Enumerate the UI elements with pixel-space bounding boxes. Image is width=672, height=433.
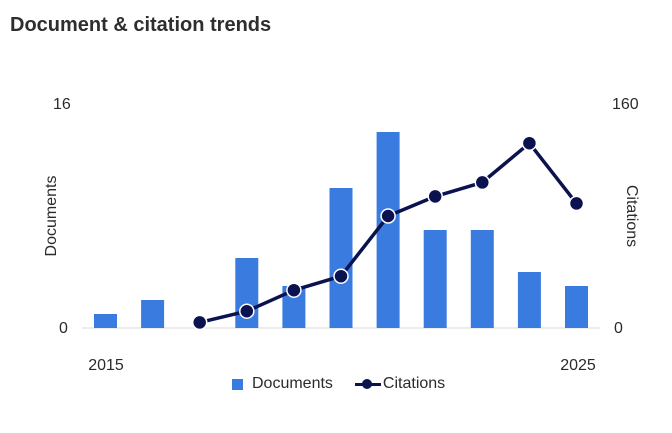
documents-bar-2021[interactable] (376, 132, 400, 328)
right-axis-title: Citations (623, 185, 640, 247)
x-tick-label-last: 2025 (560, 357, 596, 374)
documents-bar-2015[interactable] (94, 314, 117, 328)
documents-bar-2019[interactable] (282, 286, 306, 328)
legend-bar-swatch (232, 378, 243, 390)
citations-point-2017[interactable] (191, 314, 208, 331)
citations-point-2022[interactable] (427, 188, 443, 205)
right-axis-min-label: 0 (614, 320, 623, 337)
legend-item-documents[interactable]: Documents (232, 375, 333, 393)
chart-title: Document & citation trends (10, 14, 272, 36)
citations-markers (191, 135, 585, 331)
documents-bar-2016[interactable] (141, 300, 165, 328)
documents-bar-2020[interactable] (329, 188, 353, 328)
citations-point-2018[interactable] (239, 303, 255, 319)
documents-bar-2024[interactable] (517, 272, 541, 328)
citations-point-2025[interactable] (568, 195, 585, 212)
left-axis-max-label: 16 (53, 96, 71, 113)
documents-bar-2022[interactable] (423, 230, 447, 328)
documents-bars (94, 132, 588, 328)
left-axis-title: Documents (43, 176, 60, 257)
documents-bar-2023[interactable] (470, 230, 494, 328)
legend-label-documents: Documents (252, 375, 333, 392)
chart-legend: Documents Citations (232, 375, 467, 393)
x-tick-label-first: 2015 (88, 357, 124, 374)
left-axis-min-label: 0 (59, 320, 68, 337)
citations-point-2019[interactable] (286, 282, 302, 298)
legend-item-citations[interactable]: Citations (354, 375, 446, 393)
citations-point-2020[interactable] (333, 268, 349, 284)
citations-point-2021[interactable] (380, 208, 396, 224)
right-axis-max-label: 160 (612, 96, 639, 113)
citations-point-2023[interactable] (474, 174, 491, 191)
legend-label-citations: Citations (382, 375, 446, 392)
documents-bar-2025[interactable] (565, 286, 588, 328)
citations-point-2024[interactable] (521, 135, 538, 151)
legend-line-swatch (354, 378, 381, 390)
